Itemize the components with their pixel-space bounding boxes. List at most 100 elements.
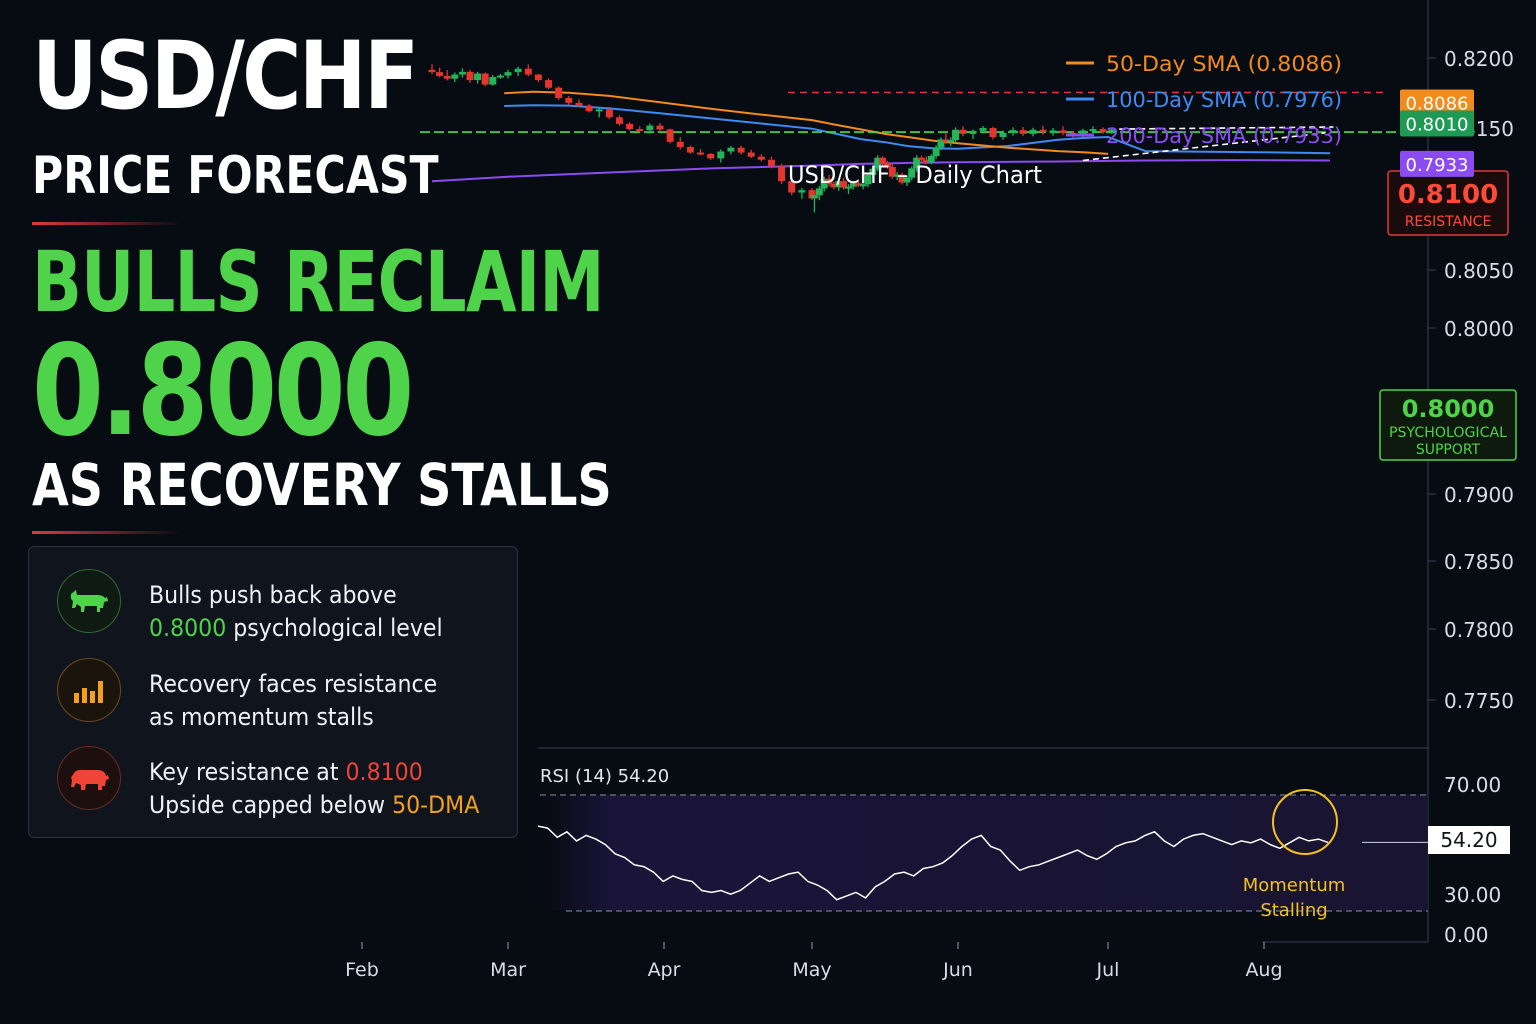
candle-body [443,75,451,79]
y-tick-label: 0.7850 [1444,550,1514,574]
legend-label: 200-Day SMA (0.7933) [1106,124,1342,148]
candle-body [737,147,745,153]
candle-body [524,68,532,75]
candle-body [545,80,553,88]
candle-body [595,109,603,112]
candle-body [959,129,967,134]
candle-body [555,87,563,99]
candle-body [845,186,852,189]
candle-body [646,125,654,131]
y-tick-label: 0.7900 [1444,483,1514,507]
bar-chart-icon [57,658,121,722]
headline-level: 0.8000 [32,317,414,464]
x-tick-label: May [792,959,831,981]
price-tag-label: 0.7933 [1406,155,1469,176]
y-tick-label: 0.8000 [1444,317,1514,341]
x-tick-label: Mar [490,959,526,981]
candle-body [825,178,833,184]
key-point-text: Key resistance at 0.8100 Upside capped b… [149,758,480,819]
price-tag [1400,89,1474,116]
candle-body [864,174,872,185]
headline-line3: AS RECOVERY STALLS [32,451,612,519]
candle-body [686,147,694,153]
candle-body [514,68,522,73]
candle-body [999,132,1007,138]
y-tick-label: 0.8050 [1444,259,1514,283]
resistance-value: 0.8100 [1398,180,1498,210]
candle-body [937,139,945,148]
price-tag [1400,150,1474,177]
rsi-tick-label: 70.00 [1444,773,1501,797]
price-tag-label: 0.8086 [1406,94,1469,115]
candle-body [854,183,862,186]
candle-body [820,178,828,189]
candle-body [656,125,664,130]
x-tick-label: Feb [345,959,379,981]
x-tick-label: Jul [1096,959,1120,981]
candle-body [466,71,474,81]
candle-body [666,129,674,142]
candle-body [879,157,887,164]
candle-body [1108,129,1116,133]
support-value: 0.8000 [1402,395,1495,423]
candle-body [815,188,823,196]
divider-rule [32,222,182,225]
chart-title: USD/CHF – Daily Chart [788,161,1042,189]
candle-body [927,155,935,163]
candle-body [727,147,735,152]
support-label: SUPPORT [1416,442,1481,458]
candle-body [676,141,684,148]
x-tick-label: Jun [942,959,973,981]
legend-label: 50-Day SMA (0.8086) [1106,52,1342,76]
candle-body [1019,130,1027,134]
candle-body [428,69,436,73]
candle-body [747,152,755,157]
divider-rule [32,531,182,534]
candle-body [849,183,857,187]
rsi-band [540,795,1428,911]
rsi-tick-label: 0.00 [1444,923,1489,947]
candle-body [893,174,901,177]
y-tick-label: 0.7750 [1444,689,1514,713]
legend-label: 100-Day SMA (0.7976) [1106,88,1342,112]
candle-body [458,71,466,75]
candle-body [947,140,955,143]
candle-body [810,195,818,199]
candle-body [1009,130,1017,133]
momentum-annotation: Stalling [1260,900,1327,921]
candle-body [798,190,806,193]
candle-body [874,157,882,169]
candle-body [952,129,960,141]
candle-body [979,128,987,131]
trendline-upper [1119,126,1334,130]
rsi-tick-label: 30.00 [1444,883,1501,907]
sma-100-line [504,104,1331,155]
rsi-value-label: 54.20 [1440,828,1497,852]
sma-50-line [504,90,1109,155]
resistance-label: RESISTANCE [1405,214,1492,230]
candle-body [1079,130,1087,136]
candle-body [697,152,705,155]
candle-body [898,174,906,183]
rsi-title: RSI (14) 54.20 [540,766,669,787]
candle-body [808,190,816,199]
candle-body [788,181,796,193]
candle-body [436,72,444,76]
candle-body [918,157,925,160]
y-tick-label: 0.8200 [1444,47,1514,71]
candle-body [585,105,593,112]
candle-body [840,181,848,188]
y-tick-label: 0.7800 [1444,618,1514,642]
support-label: PSYCHOLOGICAL [1389,425,1507,441]
candle-body [757,156,765,160]
candle-body [989,128,997,138]
price-tag [1400,110,1474,137]
candle-body [883,163,891,168]
candle-body [859,184,867,187]
headline-line1: BULLS RECLAIM [32,233,605,331]
candle-body [835,181,843,188]
bull-icon [57,569,121,633]
candle-body [778,166,786,182]
x-tick-label: Aug [1245,959,1282,981]
